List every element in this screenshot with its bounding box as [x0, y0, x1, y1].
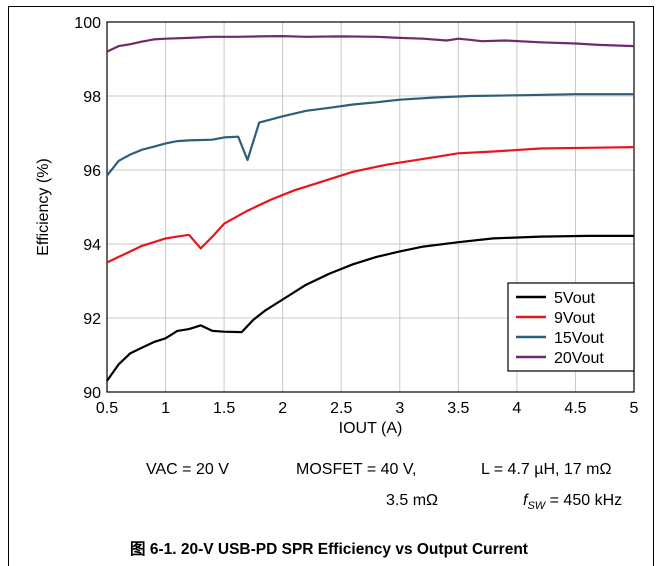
x-tick-label: 1 — [161, 400, 170, 417]
fsw-symbol: f — [523, 492, 528, 509]
plot-area-border — [106, 21, 635, 393]
y-tick-label: 98 — [83, 89, 101, 106]
legend-label: 5Vout — [554, 290, 595, 307]
x-tick-label: 2.5 — [330, 400, 352, 417]
legend-label: 20Vout — [554, 350, 604, 367]
legend-label: 15Vout — [554, 330, 604, 347]
series-line-9vout — [106, 146, 635, 264]
x-tick-label: 4.5 — [564, 400, 586, 417]
figure-frame — [8, 6, 654, 566]
fsw-value: = 450 kHz — [545, 492, 623, 509]
series-line-5vout — [106, 234, 634, 382]
series-line-15vout — [106, 93, 634, 177]
x-tick-label: 4 — [512, 400, 521, 417]
y-tick-label: 90 — [83, 385, 101, 402]
x-axis-label: IOUT (A) — [339, 420, 403, 437]
y-tick-label: 100 — [74, 15, 101, 32]
x-tick-label: 5 — [630, 400, 639, 417]
x-tick-label: 3 — [395, 400, 404, 417]
mosfet-condition: MOSFET = 40 V, — [296, 461, 417, 478]
figure-caption: 图 6-1. 20-V USB-PD SPR Efficiency vs Out… — [130, 541, 528, 558]
efficiency-chart: 0.5 1 1.5 2 2.5 3 3.5 4 4.5 5 90 92 94 96 98 100 IOUT (… — [35, 15, 639, 437]
x-tick-label: 1.5 — [213, 400, 235, 417]
switching-frequency: fSW = 450 kHz — [523, 492, 622, 512]
y-tick-label: 96 — [83, 163, 101, 180]
series-lines — [106, 35, 635, 382]
y-tick-label: 92 — [83, 311, 101, 328]
inductor-condition: L = 4.7 µH, 17 mΩ — [481, 461, 612, 478]
y-tick-label: 94 — [83, 237, 101, 254]
x-tick-label: 0.5 — [96, 400, 118, 417]
series-line-20vout — [106, 35, 635, 53]
legend: 5Vout 9Vout 15Vout 20Vout — [507, 282, 635, 372]
x-tick-label: 3.5 — [447, 400, 469, 417]
axis-ticks: 0.5 1 1.5 2 2.5 3 3.5 4 4.5 5 90 92 94 96 98 100 — [74, 15, 638, 417]
mosfet-resistance: 3.5 mΩ — [386, 492, 438, 509]
vac-condition: VAC = 20 V — [146, 461, 229, 478]
fsw-subscript: SW — [527, 500, 546, 513]
y-axis-label: Efficiency (%) — [35, 158, 52, 256]
x-tick-label: 2 — [278, 400, 287, 417]
legend-label: 9Vout — [554, 310, 595, 327]
